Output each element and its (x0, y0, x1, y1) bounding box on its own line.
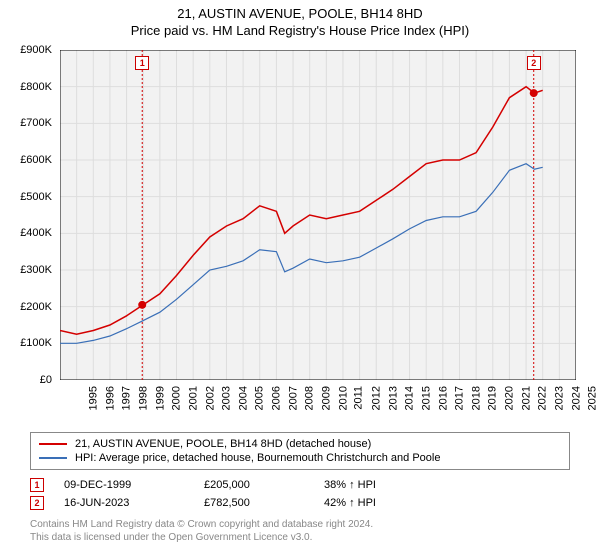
x-axis-label: 2021 (520, 386, 532, 410)
x-axis-label: 2012 (370, 386, 382, 410)
row-marker: 2 (30, 496, 44, 510)
y-axis-label: £800K (20, 81, 52, 93)
footer-line1: Contains HM Land Registry data © Crown c… (30, 518, 570, 531)
row-marker: 1 (30, 478, 44, 492)
x-axis-label: 1995 (87, 386, 99, 410)
x-axis-label: 2003 (221, 386, 233, 410)
y-axis-label: £500K (20, 191, 52, 203)
y-axis-labels: £0£100K£200K£300K£400K£500K£600K£700K£80… (0, 50, 56, 380)
footer-block: Contains HM Land Registry data © Crown c… (30, 518, 570, 544)
x-axis-label: 2009 (321, 386, 333, 410)
x-axis-label: 2008 (304, 386, 316, 410)
legend-row-series2: HPI: Average price, detached house, Bour… (39, 451, 561, 465)
legend-row-series1: 21, AUSTIN AVENUE, POOLE, BH14 8HD (deta… (39, 437, 561, 451)
x-axis-label: 2018 (470, 386, 482, 410)
y-axis-label: £100K (20, 337, 52, 349)
row-price: £782,500 (204, 497, 324, 509)
table-row: 2 16-JUN-2023 £782,500 42% ↑ HPI (30, 494, 570, 512)
x-axis-label: 2013 (387, 386, 399, 410)
legend-swatch-2 (39, 457, 67, 459)
x-axis-label: 2000 (171, 386, 183, 410)
x-axis-label: 1996 (104, 386, 116, 410)
y-axis-label: £900K (20, 44, 52, 56)
footer-line2: This data is licensed under the Open Gov… (30, 531, 570, 544)
chart-area: 12 (60, 50, 576, 380)
title-block: 21, AUSTIN AVENUE, POOLE, BH14 8HD Price… (0, 0, 600, 38)
row-price: £205,000 (204, 479, 324, 491)
legend-block: 21, AUSTIN AVENUE, POOLE, BH14 8HD (deta… (30, 432, 570, 544)
chart-marker-box: 2 (527, 56, 541, 70)
x-axis-label: 2005 (254, 386, 266, 410)
y-axis-label: £400K (20, 227, 52, 239)
y-axis-label: £200K (20, 301, 52, 313)
x-axis-label: 2004 (237, 386, 249, 410)
x-axis-label: 2020 (504, 386, 516, 410)
transactions-table: 1 09-DEC-1999 £205,000 38% ↑ HPI 2 16-JU… (30, 476, 570, 512)
x-axis-label: 2015 (420, 386, 432, 410)
x-axis-label: 2019 (487, 386, 499, 410)
x-axis-label: 2007 (287, 386, 299, 410)
legend-box: 21, AUSTIN AVENUE, POOLE, BH14 8HD (deta… (30, 432, 570, 470)
row-date: 09-DEC-1999 (64, 479, 204, 491)
legend-label-1: 21, AUSTIN AVENUE, POOLE, BH14 8HD (deta… (75, 438, 371, 450)
x-axis-label: 2006 (271, 386, 283, 410)
x-axis-label: 2025 (587, 386, 599, 410)
x-axis-label: 2001 (187, 386, 199, 410)
y-axis-label: £600K (20, 154, 52, 166)
chart-svg (60, 50, 576, 380)
title-subtitle: Price paid vs. HM Land Registry's House … (0, 23, 600, 38)
x-axis-label: 2016 (437, 386, 449, 410)
chart-container: 21, AUSTIN AVENUE, POOLE, BH14 8HD Price… (0, 0, 600, 560)
y-axis-label: £0 (40, 374, 52, 386)
x-axis-label: 2023 (554, 386, 566, 410)
x-axis-label: 1999 (154, 386, 166, 410)
x-axis-label: 2024 (570, 386, 582, 410)
x-axis-label: 2010 (337, 386, 349, 410)
row-delta: 42% ↑ HPI (324, 497, 444, 509)
legend-label-2: HPI: Average price, detached house, Bour… (75, 452, 440, 464)
x-axis-label: 1998 (137, 386, 149, 410)
legend-swatch-1 (39, 443, 67, 445)
row-delta: 38% ↑ HPI (324, 479, 444, 491)
y-axis-label: £300K (20, 264, 52, 276)
chart-marker-box: 1 (135, 56, 149, 70)
x-axis-label: 2017 (454, 386, 466, 410)
x-axis-label: 2002 (204, 386, 216, 410)
x-axis-label: 2011 (353, 386, 365, 410)
x-axis-label: 2022 (537, 386, 549, 410)
title-address: 21, AUSTIN AVENUE, POOLE, BH14 8HD (0, 6, 600, 21)
y-axis-label: £700K (20, 117, 52, 129)
x-axis-label: 2014 (404, 386, 416, 410)
row-date: 16-JUN-2023 (64, 497, 204, 509)
table-row: 1 09-DEC-1999 £205,000 38% ↑ HPI (30, 476, 570, 494)
x-axis-label: 1997 (121, 386, 133, 410)
